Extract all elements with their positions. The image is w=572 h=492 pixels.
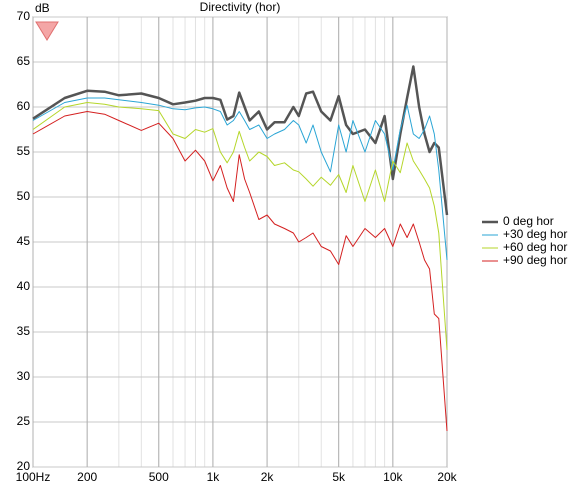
- y-tick-label: 35: [17, 324, 31, 338]
- legend-label: +60 deg hor: [503, 240, 567, 254]
- y-tick-label: 50: [17, 189, 31, 203]
- y-tick-label: 65: [17, 54, 31, 68]
- series-line: [32, 111, 448, 432]
- legend-label: +90 deg hor: [503, 253, 567, 267]
- y-tick-label: 20: [17, 459, 31, 473]
- x-tick-label: 500: [149, 470, 169, 484]
- y-tick-label: 30: [17, 369, 31, 383]
- legend-label: +30 deg hor: [503, 227, 567, 241]
- series-line: [32, 102, 448, 351]
- y-tick-label: 55: [17, 144, 31, 158]
- y-tick-label: 60: [17, 99, 31, 113]
- y-tick-label: 25: [17, 414, 31, 428]
- y-axis-label: dB: [35, 1, 50, 15]
- x-tick-label: 200: [77, 470, 97, 484]
- series-line: [32, 97, 448, 261]
- x-tick-label: 20k: [437, 470, 457, 484]
- x-tick-label: 100Hz: [16, 470, 51, 484]
- x-tick-label: 10k: [383, 470, 403, 484]
- logo: [35, 21, 59, 41]
- y-tick-label: 45: [17, 234, 31, 248]
- legend-label: 0 deg hor: [503, 214, 554, 228]
- x-tick-label: 5k: [332, 470, 346, 484]
- x-tick-label: 2k: [261, 470, 275, 484]
- y-tick-label: 40: [17, 279, 31, 293]
- series-line: [32, 65, 449, 216]
- y-tick-label: 70: [17, 9, 31, 23]
- chart-title: Directivity (hor): [200, 0, 281, 14]
- x-tick-label: 1k: [207, 470, 221, 484]
